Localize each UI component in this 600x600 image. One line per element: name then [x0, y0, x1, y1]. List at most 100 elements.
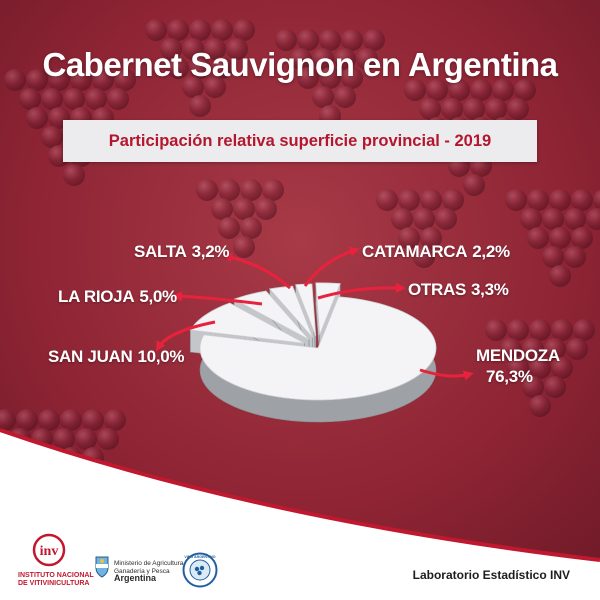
- grape: [297, 67, 319, 89]
- grape: [211, 57, 233, 79]
- inv-name: INSTITUTO NACIONAL DE VITIVINICULTURA: [18, 572, 94, 588]
- vino-argentino-seal: VINO ARGENTINO: [182, 552, 218, 588]
- inv-name-line1: INSTITUTO NACIONAL: [18, 572, 94, 579]
- grape: [334, 86, 356, 108]
- grape: [189, 95, 211, 117]
- grape: [413, 246, 435, 268]
- pie-arrows: [155, 246, 474, 381]
- arrow-san-juan: [155, 320, 216, 352]
- footer-accent-line: [0, 428, 600, 562]
- grape: [571, 189, 593, 211]
- grape: [38, 409, 60, 431]
- grape: [63, 88, 85, 110]
- grape: [48, 69, 70, 91]
- arrow-mendoza: [419, 368, 474, 381]
- ministry-line2: Ganadería y Pesca: [114, 567, 170, 575]
- arrow-otras: [317, 282, 406, 300]
- grape: [527, 189, 549, 211]
- grape: [551, 319, 573, 341]
- pie-slice-catamarca: [295, 283, 317, 359]
- grape: [571, 227, 593, 249]
- grape: [82, 409, 104, 431]
- argentina-shield-icon: [95, 556, 109, 578]
- arrow-catamarca: [303, 246, 360, 287]
- grape: [441, 98, 463, 120]
- lab-label: Laboratorio Estadístico INV: [412, 568, 570, 582]
- grape: [240, 217, 262, 239]
- grape: [363, 29, 385, 51]
- grape: [564, 246, 586, 268]
- grape: [233, 198, 255, 220]
- arrow-salta: [222, 252, 292, 290]
- grape: [586, 208, 600, 230]
- grape: [145, 19, 167, 41]
- grape: [485, 98, 507, 120]
- label-san-juan: SAN JUAN 10,0%: [48, 347, 185, 366]
- grape: [470, 79, 492, 101]
- grape: [398, 189, 420, 211]
- grape: [167, 19, 189, 41]
- grape: [41, 88, 63, 110]
- label-salta: SALTA 3,2%: [134, 242, 230, 261]
- grape: [419, 98, 441, 120]
- grape: [0, 409, 16, 431]
- grape: [593, 189, 600, 211]
- label-mendoza-name: MENDOZA: [476, 346, 560, 365]
- grape: [233, 19, 255, 41]
- grape: [189, 19, 211, 41]
- grape: [420, 227, 442, 249]
- grape: [104, 409, 126, 431]
- grape: [297, 29, 319, 51]
- grape: [520, 208, 542, 230]
- grape: [463, 174, 485, 196]
- grape: [514, 79, 536, 101]
- grape: [448, 79, 470, 101]
- grape: [204, 76, 226, 98]
- grape: [507, 98, 529, 120]
- grape: [522, 338, 544, 360]
- grape: [312, 48, 334, 70]
- grape: [549, 189, 571, 211]
- grape: [398, 227, 420, 249]
- grape: [26, 107, 48, 129]
- grape: [218, 179, 240, 201]
- grape: [16, 409, 38, 431]
- grape: [426, 79, 448, 101]
- grape: [529, 319, 551, 341]
- grape: [218, 217, 240, 239]
- arrow-la-rioja: [172, 291, 263, 306]
- grape: [319, 67, 341, 89]
- grape: [182, 38, 204, 60]
- grape: [240, 179, 262, 201]
- ministry-line3: Argentina: [114, 573, 157, 583]
- grape: [167, 57, 189, 79]
- grape: [463, 98, 485, 120]
- grape: [233, 236, 255, 258]
- grape: [275, 29, 297, 51]
- grape: [492, 79, 514, 101]
- grape: [500, 338, 522, 360]
- grape: [255, 198, 277, 220]
- grape: [529, 357, 551, 379]
- grape: [542, 208, 564, 230]
- grape: [435, 208, 457, 230]
- grape: [75, 428, 97, 450]
- grape: [312, 86, 334, 108]
- inv-logo-text: inv: [40, 544, 59, 559]
- grape: [334, 48, 356, 70]
- grape: [226, 38, 248, 60]
- grape: [551, 357, 573, 379]
- grape: [19, 88, 41, 110]
- grape: [485, 319, 507, 341]
- page-title: Cabernet Sauvignon en Argentina: [42, 46, 558, 83]
- label-mendoza-value: 76,3%: [486, 367, 533, 386]
- grape: [566, 338, 588, 360]
- grape: [26, 69, 48, 91]
- pie-slice-top-catamarca: [295, 283, 317, 337]
- grape: [160, 38, 182, 60]
- grape: [92, 69, 114, 91]
- grape: [85, 88, 107, 110]
- grape: [319, 29, 341, 51]
- grape: [53, 428, 75, 450]
